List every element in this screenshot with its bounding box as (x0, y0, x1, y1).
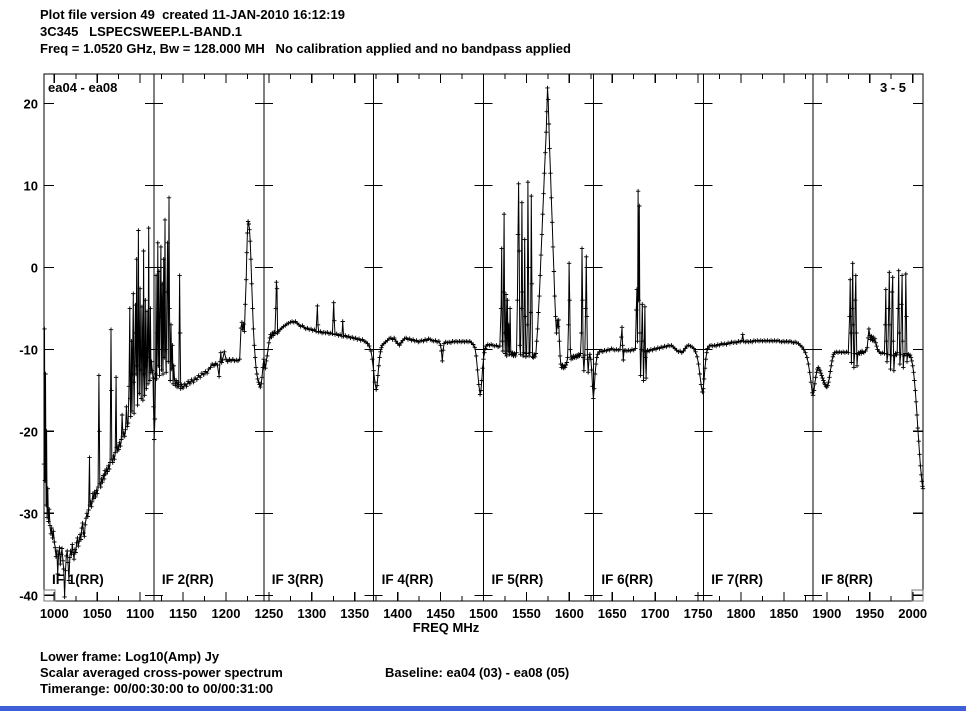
plus-markers (41, 85, 926, 600)
baseline-corner-label: ea04 - ea08 (48, 80, 118, 95)
x-axis-title: FREQ MHz (412, 620, 480, 635)
y-tick-label: -30 (19, 506, 38, 521)
x-tick-label: 1250 (254, 606, 283, 621)
corner-square-left (43, 589, 56, 602)
y-tick-label: 20 (24, 97, 38, 112)
y-tick-label: 10 (24, 178, 38, 193)
if-panel-label: IF 5(RR) (492, 572, 544, 587)
y-tick-label: 0 (31, 260, 38, 275)
footer-baseline: Baseline: ea04 (03) - ea08 (05) (385, 665, 570, 680)
x-tick-label: 1500 (469, 606, 498, 621)
x-tick-label: 1700 (641, 606, 670, 621)
bottom-accent-bar (0, 706, 966, 711)
x-tick-label: 1750 (684, 606, 713, 621)
if-panel-label: IF 7(RR) (711, 572, 763, 587)
x-tick-label: 2000 (898, 606, 927, 621)
y-tick-label: -20 (19, 424, 38, 439)
x-tick-label: 1850 (769, 606, 798, 621)
x-tick-label: 1600 (555, 606, 584, 621)
x-tick-label: 1450 (426, 606, 455, 621)
x-tick-label: 1350 (340, 606, 369, 621)
x-tick-label: 1800 (727, 606, 756, 621)
x-tick-label: 1650 (598, 606, 627, 621)
footer-lower-frame: Lower frame: Log10(Amp) Jy (40, 649, 220, 664)
x-tick-label: 1950 (855, 606, 884, 621)
x-tick-label: 1050 (83, 606, 112, 621)
x-tick-label: 1900 (812, 606, 841, 621)
x-tick-label: 1200 (212, 606, 241, 621)
header-line-1: Plot file version 49 created 11-JAN-2010… (40, 7, 345, 22)
y-tick-label: -10 (19, 342, 38, 357)
corner-square-right (911, 589, 924, 602)
plot-number-label: 3 - 5 (879, 80, 906, 95)
if-panel-label: IF 3(RR) (272, 572, 324, 587)
x-tick-label: 1300 (297, 606, 326, 621)
x-tick-label: 1100 (126, 606, 154, 621)
if-panel-label: IF 6(RR) (601, 572, 653, 587)
x-tick-label: 1550 (512, 606, 541, 621)
footer-spectrum-type: Scalar averaged cross-power spectrum (40, 665, 283, 680)
if-panel-label: IF 2(RR) (162, 572, 214, 587)
x-tick-label: 1000 (40, 606, 69, 621)
if-panel-label: IF 4(RR) (382, 572, 434, 587)
y-tick-label: -40 (19, 588, 38, 603)
header-line-2: 3C345 LSPECSWEEP.L-BAND.1 (40, 24, 243, 39)
header-line-3: Freq = 1.0520 GHz, Bw = 128.000 MH No ca… (40, 41, 571, 56)
if-panel-label: IF 8(RR) (821, 572, 873, 587)
footer-timerange: Timerange: 00/00:30:00 to 00/00:31:00 (40, 681, 274, 696)
x-tick-label: 1400 (383, 606, 412, 621)
x-tick-label: 1150 (169, 606, 197, 621)
